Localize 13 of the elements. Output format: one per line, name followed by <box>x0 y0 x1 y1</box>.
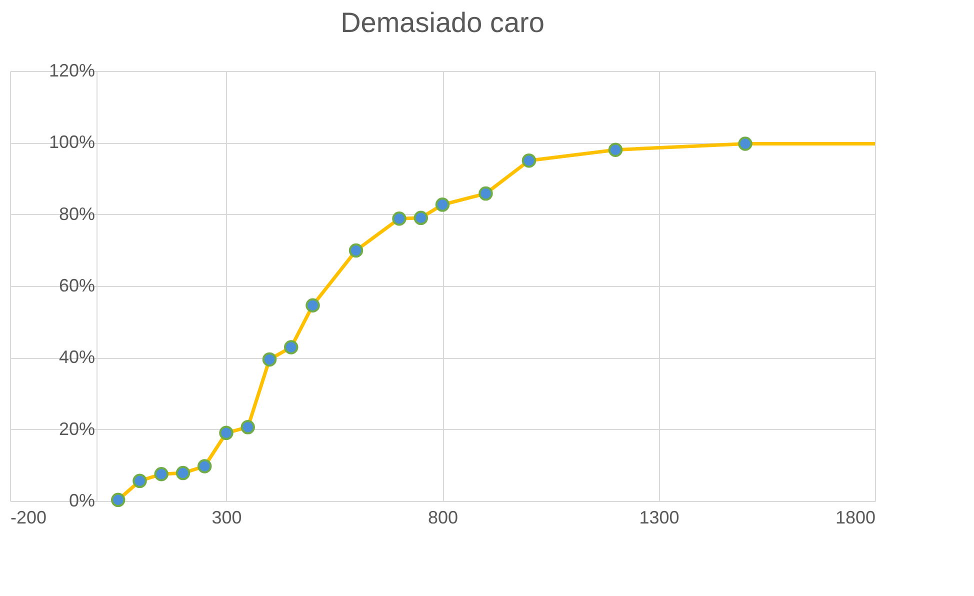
chart-title: Demasiado caro <box>340 7 544 38</box>
y-tick-label: 80% <box>58 204 95 224</box>
x-tick-label: 1300 <box>639 508 680 528</box>
y-tick-label: 60% <box>58 276 95 296</box>
x-tick-label: -200 <box>10 508 47 528</box>
x-tick-label: 1800 <box>835 508 876 528</box>
y-tick-label: 120% <box>48 60 95 80</box>
x-tick-label: 300 <box>212 508 242 528</box>
y-tick-label: 0% <box>68 490 95 510</box>
y-tick-label: 100% <box>48 132 95 152</box>
x-tick-label: 800 <box>428 508 458 528</box>
y-tick-label: 40% <box>58 347 95 368</box>
y-tick-label: 20% <box>58 418 95 439</box>
